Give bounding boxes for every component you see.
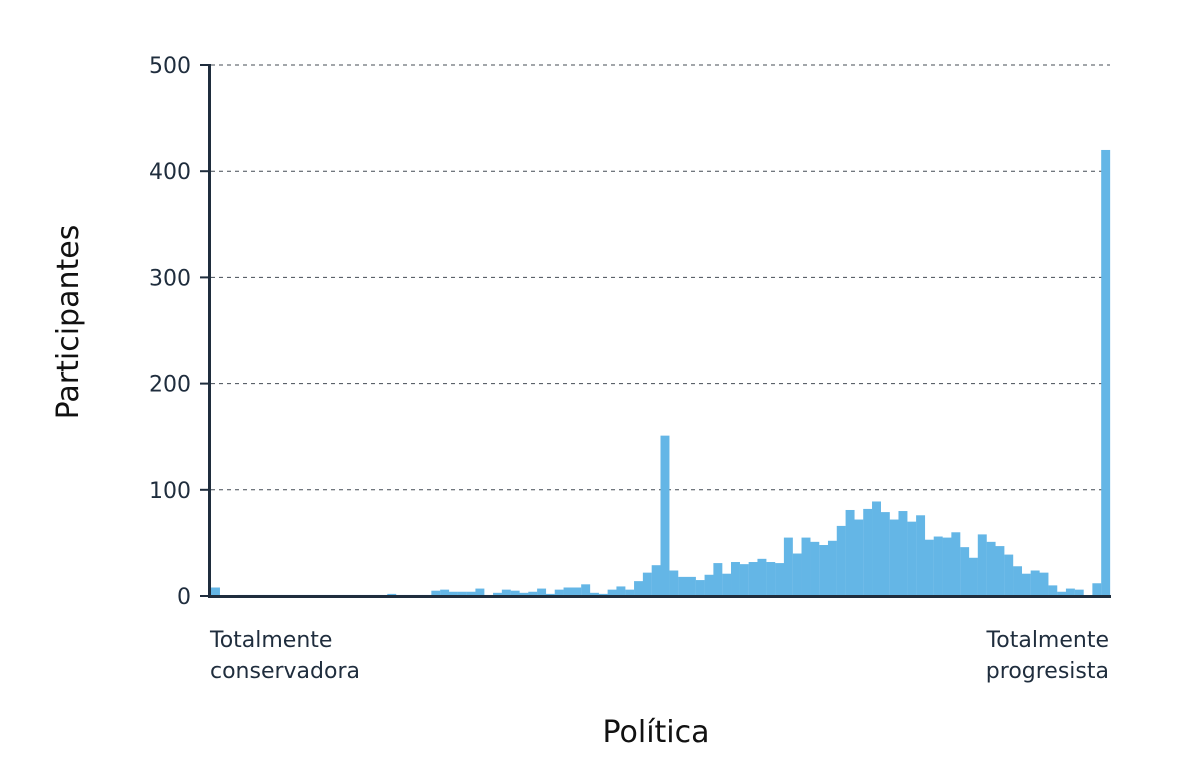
bar <box>924 539 934 596</box>
bar <box>660 435 670 596</box>
bar <box>872 501 881 596</box>
bar <box>783 537 793 596</box>
bar <box>440 589 450 596</box>
bar <box>792 553 802 596</box>
bar <box>607 589 617 596</box>
bar <box>1065 588 1075 596</box>
bar <box>475 588 485 596</box>
bar <box>634 581 644 596</box>
y-tick-label: 0 <box>177 585 191 610</box>
y-tick-label: 500 <box>149 54 191 79</box>
bar <box>545 593 555 596</box>
bar <box>695 580 705 596</box>
y-tick-label: 100 <box>149 479 191 504</box>
grid-lines <box>211 64 1110 491</box>
bar <box>942 537 952 596</box>
bar <box>880 512 890 596</box>
bar <box>1074 589 1084 596</box>
y-tick-label: 200 <box>149 373 191 398</box>
bar <box>907 521 917 596</box>
y-tick-label: 300 <box>149 266 191 291</box>
bar <box>766 562 776 596</box>
bar <box>739 564 749 596</box>
bar <box>722 573 732 596</box>
bar <box>572 587 582 596</box>
bar <box>554 589 564 596</box>
bar <box>889 519 899 596</box>
bar <box>1021 573 1031 596</box>
bar <box>854 519 864 596</box>
bar <box>598 593 608 596</box>
bar <box>528 591 538 596</box>
x-end-label-left-line2: conservadora <box>210 659 360 684</box>
bar <box>801 537 811 596</box>
bar <box>960 547 970 596</box>
bar <box>827 540 837 596</box>
bar <box>986 541 996 596</box>
y-tick-labels: 0 100 200 300 400 500 <box>149 54 209 610</box>
bar <box>916 515 926 596</box>
bar <box>713 563 723 596</box>
axes <box>208 64 1111 598</box>
bar <box>589 592 599 596</box>
bar <box>431 590 441 596</box>
bar <box>810 541 820 596</box>
bar <box>898 511 908 596</box>
bar <box>563 587 573 596</box>
bar <box>1013 566 1023 596</box>
bar <box>510 590 520 596</box>
bar <box>951 532 961 596</box>
bar <box>863 508 873 596</box>
y-tick-label: 400 <box>149 160 191 185</box>
bar <box>1101 149 1111 596</box>
bar <box>501 589 511 596</box>
bar <box>519 592 529 596</box>
bar <box>581 584 591 596</box>
y-axis-title: Participantes <box>51 225 86 420</box>
bar <box>387 593 397 596</box>
bar <box>968 557 978 596</box>
bar <box>211 587 220 596</box>
bar <box>757 558 767 596</box>
bar <box>1030 570 1040 596</box>
bar <box>1057 591 1067 596</box>
bar <box>977 534 987 596</box>
bar <box>466 591 476 596</box>
bar <box>748 562 758 596</box>
bar <box>457 591 467 596</box>
bar <box>933 536 943 596</box>
bar <box>651 565 661 596</box>
bar <box>537 588 547 596</box>
bar <box>836 525 846 596</box>
bar <box>995 546 1005 596</box>
bar <box>845 509 855 596</box>
bar <box>678 576 688 596</box>
bar <box>686 576 696 596</box>
bar <box>669 570 679 596</box>
bar <box>616 586 626 596</box>
x-end-label-left-line1: Totalmente <box>209 628 332 653</box>
bar <box>493 592 502 596</box>
bar <box>704 574 714 596</box>
x-end-label-right-line2: progresista <box>986 659 1109 684</box>
bar <box>625 589 635 596</box>
bar <box>448 591 458 596</box>
x-end-label-right-line1: Totalmente <box>986 628 1109 653</box>
bar <box>642 572 652 596</box>
bars <box>211 149 1111 596</box>
bar <box>819 545 829 596</box>
bar <box>731 562 740 596</box>
x-axis-title: Política <box>602 715 709 750</box>
bar <box>1039 572 1049 596</box>
bar <box>1004 554 1014 596</box>
bar <box>1092 583 1102 596</box>
bar <box>1048 585 1058 596</box>
bar <box>775 563 785 596</box>
